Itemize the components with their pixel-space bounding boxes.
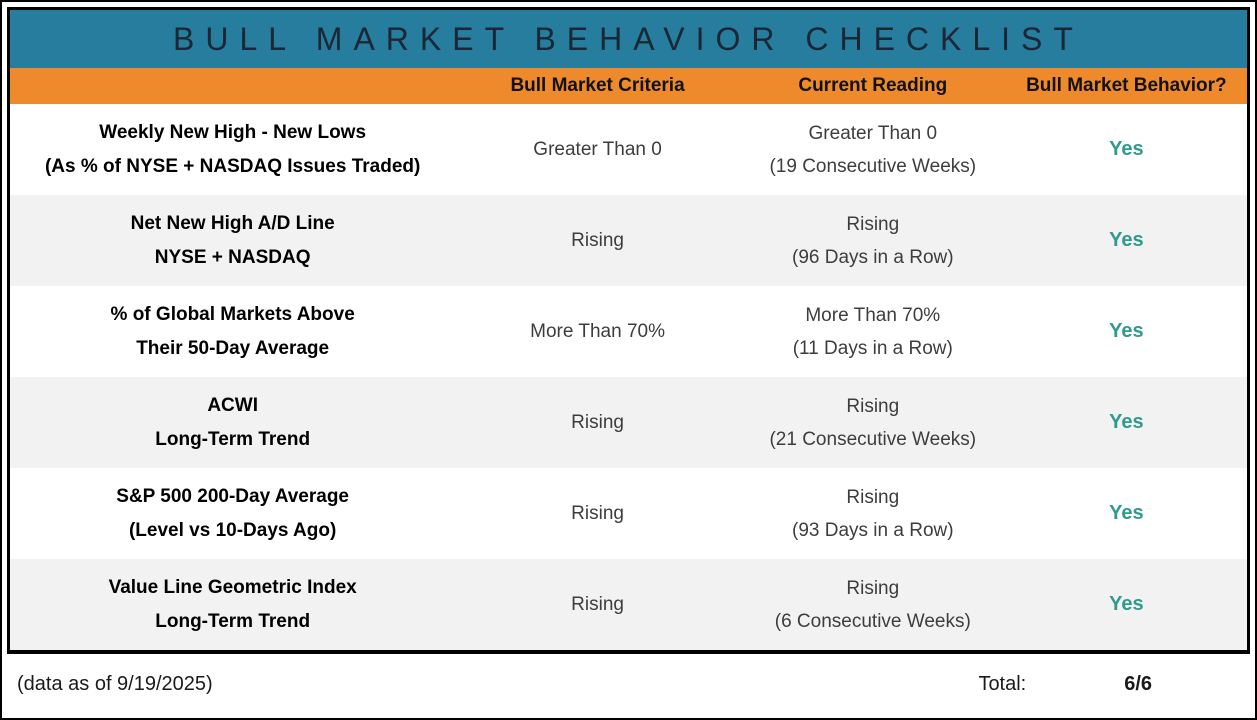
table-row: Value Line Geometric Index Long-Term Tre… (10, 559, 1247, 650)
checklist-table: BULL MARKET BEHAVIOR CHECKLIST Bull Mark… (7, 7, 1250, 654)
total-label: Total: (978, 672, 1027, 695)
indicator-label: Value Line Geometric Index Long-Term Tre… (108, 576, 357, 632)
behavior-value: Yes (1109, 411, 1144, 433)
header-behavior: Bull Market Behavior? (1026, 75, 1227, 96)
column-header-row: Bull Market Criteria Current Reading Bul… (10, 68, 1247, 104)
criteria-value: Rising (571, 503, 624, 524)
reading-value: Rising (96 Days in a Row) (792, 213, 954, 268)
table-row: S&P 500 200-Day Average (Level vs 10-Day… (10, 468, 1247, 559)
behavior-value: Yes (1109, 320, 1144, 342)
criteria-value: Rising (571, 230, 624, 251)
indicator-label: ACWI Long-Term Trend (155, 394, 311, 450)
indicator-label: % of Global Markets Above Their 50-Day A… (110, 303, 355, 359)
behavior-value: Yes (1109, 229, 1144, 251)
behavior-value: Yes (1109, 593, 1144, 615)
table-row: % of Global Markets Above Their 50-Day A… (10, 286, 1247, 377)
table-row: ACWI Long-Term Trend Rising Rising (21 C… (10, 377, 1247, 468)
indicator-label: S&P 500 200-Day Average (Level vs 10-Day… (116, 485, 350, 541)
page-title: BULL MARKET BEHAVIOR CHECKLIST (173, 20, 1084, 57)
reading-value: Rising (21 Consecutive Weeks) (769, 395, 977, 450)
indicator-label: Net New High A/D Line NYSE + NASDAQ (130, 212, 335, 268)
indicator-label: Weekly New High - New Lows (As % of NYSE… (44, 121, 421, 177)
table-row: Weekly New High - New Lows (As % of NYSE… (10, 104, 1247, 195)
criteria-value: Rising (571, 594, 624, 615)
criteria-value: More Than 70% (530, 321, 665, 342)
reading-value: Greater Than 0 (19 Consecutive Weeks) (769, 122, 977, 177)
reading-value: More Than 70% (11 Days in a Row) (792, 304, 953, 359)
title-bar: BULL MARKET BEHAVIOR CHECKLIST (10, 10, 1247, 68)
total-value: 6/6 (1124, 672, 1153, 695)
footer: (data as of 9/19/2025) Total: 6/6 (7, 654, 1250, 714)
header-criteria: Bull Market Criteria (510, 75, 685, 96)
behavior-value: Yes (1109, 138, 1144, 160)
header-reading: Current Reading (798, 75, 948, 96)
reading-value: Rising (93 Days in a Row) (792, 486, 954, 541)
data-as-of-note: (data as of 9/19/2025) (17, 672, 213, 695)
criteria-value: Rising (571, 412, 624, 433)
reading-value: Rising (6 Consecutive Weeks) (774, 577, 971, 632)
behavior-value: Yes (1109, 502, 1144, 524)
table-row: Net New High A/D Line NYSE + NASDAQ Risi… (10, 195, 1247, 286)
criteria-value: Greater Than 0 (533, 139, 662, 160)
